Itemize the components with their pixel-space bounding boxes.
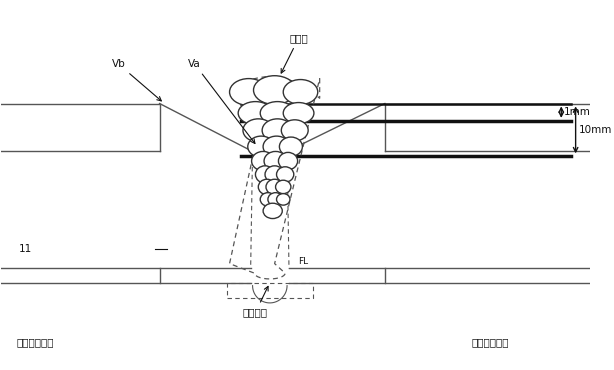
- Text: FL: FL: [298, 257, 309, 266]
- Text: 1mm: 1mm: [564, 107, 591, 117]
- Ellipse shape: [263, 203, 282, 219]
- Ellipse shape: [258, 179, 276, 195]
- Ellipse shape: [254, 76, 296, 104]
- Ellipse shape: [248, 136, 274, 157]
- Text: 溶接部: 溶接部: [281, 33, 308, 73]
- Ellipse shape: [276, 180, 291, 194]
- Ellipse shape: [230, 78, 268, 105]
- Text: 10mm: 10mm: [578, 125, 612, 135]
- Ellipse shape: [283, 102, 314, 124]
- Ellipse shape: [279, 137, 303, 156]
- Text: 開先背側母材: 開先背側母材: [16, 337, 53, 347]
- Ellipse shape: [266, 179, 283, 195]
- Text: Vb: Vb: [112, 59, 161, 101]
- Ellipse shape: [276, 167, 293, 182]
- Text: 11: 11: [18, 244, 32, 254]
- Ellipse shape: [263, 136, 290, 157]
- Ellipse shape: [255, 166, 274, 183]
- Ellipse shape: [268, 193, 283, 206]
- Ellipse shape: [264, 151, 287, 171]
- Ellipse shape: [238, 102, 273, 125]
- Ellipse shape: [252, 151, 274, 171]
- Ellipse shape: [262, 119, 293, 142]
- Ellipse shape: [265, 166, 284, 183]
- Ellipse shape: [243, 119, 274, 142]
- Ellipse shape: [278, 152, 298, 170]
- Ellipse shape: [276, 194, 290, 205]
- Text: 裏当て金: 裏当て金: [243, 286, 268, 317]
- Bar: [227, 283, 313, 298]
- Ellipse shape: [283, 80, 318, 104]
- Ellipse shape: [281, 120, 308, 141]
- Text: 開先薪側母材: 開先薪側母材: [472, 337, 509, 347]
- Ellipse shape: [260, 193, 276, 206]
- Text: Va: Va: [188, 59, 255, 144]
- Ellipse shape: [260, 102, 295, 125]
